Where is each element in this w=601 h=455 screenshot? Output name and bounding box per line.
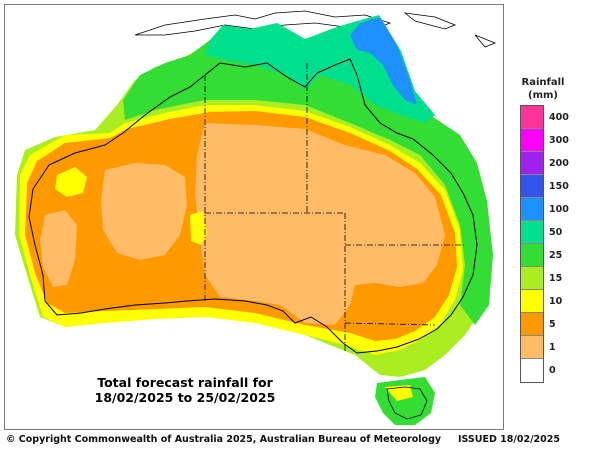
- legend-label-50: 50: [549, 226, 563, 238]
- rain-zone-1mm-central: [195, 123, 445, 325]
- legend-swatch-300: [521, 129, 543, 152]
- map-title-line2: 18/02/2025 to 25/02/2025: [94, 390, 276, 405]
- rain-zone-100mm: [350, 17, 417, 105]
- legend-swatch-150: [521, 175, 543, 198]
- state-borders: [204, 63, 465, 353]
- tasmania-zone-10mm: [385, 385, 413, 401]
- legend-label-10: 10: [549, 295, 563, 307]
- map-title-line1: Total forecast rainfall for: [97, 375, 273, 390]
- legend-label-300: 300: [549, 134, 569, 146]
- rain-zone-1mm-west: [101, 163, 187, 260]
- australia-coastline: [28, 58, 478, 354]
- rainfall-map: Total forecast rainfall for 18/02/2025 t…: [4, 4, 504, 430]
- legend-color-bar: [520, 105, 544, 383]
- legend-swatch-200: [521, 152, 543, 175]
- legend-label-200: 200: [549, 157, 569, 169]
- rain-zone-1mm-southwest: [40, 210, 77, 287]
- legend-title: Rainfall (mm): [515, 76, 571, 102]
- legend-title-line2: (mm): [528, 90, 558, 101]
- legend-swatch-25: [521, 244, 543, 267]
- tasmania-coastline: [386, 386, 428, 420]
- rain-zone-10mm-patch: [55, 167, 87, 197]
- legend-title-line1: Rainfall: [521, 77, 565, 88]
- legend-label-400: 400: [549, 111, 569, 123]
- legend-label-150: 150: [549, 180, 569, 192]
- legend-swatch-50: [521, 221, 543, 244]
- legend-swatch-400: [521, 106, 543, 129]
- legend-swatch-10: [521, 290, 543, 313]
- legend-swatch-5: [521, 313, 543, 336]
- legend-swatch-100: [521, 198, 543, 221]
- map-title: Total forecast rainfall for 18/02/2025 t…: [65, 375, 305, 405]
- legend-label-100: 100: [549, 203, 569, 215]
- png-coastline: [134, 10, 392, 36]
- copyright-notice: © Copyright Commonwealth of Australia 20…: [6, 434, 442, 445]
- island-outline: [403, 12, 457, 30]
- legend-label-25: 25: [549, 249, 563, 261]
- map-canvas: [15, 10, 497, 425]
- legend-swatch-0: [521, 359, 543, 382]
- footer: © Copyright Commonwealth of Australia 20…: [6, 434, 596, 448]
- rain-zone-10mm-patch: [190, 211, 207, 245]
- legend-label-5: 5: [549, 318, 556, 330]
- legend-label-0: 0: [549, 364, 556, 376]
- legend-swatch-1: [521, 336, 543, 359]
- legend-label-15: 15: [549, 272, 563, 284]
- legend-swatch-15: [521, 267, 543, 290]
- island-outline: [474, 34, 497, 48]
- issued-date: ISSUED 18/02/2025: [457, 434, 560, 445]
- legend-label-1: 1: [549, 341, 556, 353]
